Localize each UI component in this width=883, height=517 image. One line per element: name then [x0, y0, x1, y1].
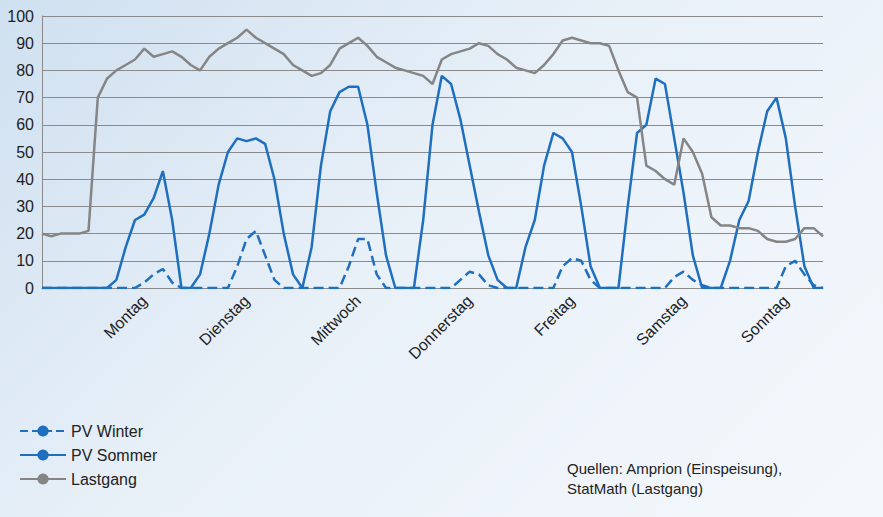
svg-text:Quellen: Amprion (Einspeisung): Quellen: Amprion (Einspeisung),	[567, 460, 782, 477]
svg-text:Montag: Montag	[101, 292, 151, 342]
svg-text:50: 50	[16, 144, 34, 161]
svg-text:30: 30	[16, 198, 34, 215]
svg-text:70: 70	[16, 89, 34, 106]
svg-text:StatMath (Lastgang): StatMath (Lastgang)	[567, 480, 703, 497]
svg-text:Sonntag: Sonntag	[738, 292, 792, 346]
svg-text:60: 60	[16, 116, 34, 133]
svg-text:100: 100	[7, 8, 34, 25]
svg-text:PV Sommer: PV Sommer	[71, 447, 158, 464]
svg-text:Donnerstag: Donnerstag	[405, 292, 475, 362]
svg-text:Samstag: Samstag	[633, 292, 690, 349]
svg-text:20: 20	[16, 225, 34, 242]
svg-text:10: 10	[16, 252, 34, 269]
svg-text:PV Winter: PV Winter	[71, 423, 144, 440]
svg-text:Freitag: Freitag	[531, 292, 578, 339]
svg-text:0: 0	[25, 280, 34, 297]
svg-text:Lastgang: Lastgang	[71, 471, 137, 488]
svg-text:Mittwoch: Mittwoch	[308, 292, 365, 349]
svg-text:40: 40	[16, 171, 34, 188]
svg-text:90: 90	[16, 35, 34, 52]
svg-text:Dienstag: Dienstag	[196, 292, 253, 349]
svg-text:80: 80	[16, 62, 34, 79]
